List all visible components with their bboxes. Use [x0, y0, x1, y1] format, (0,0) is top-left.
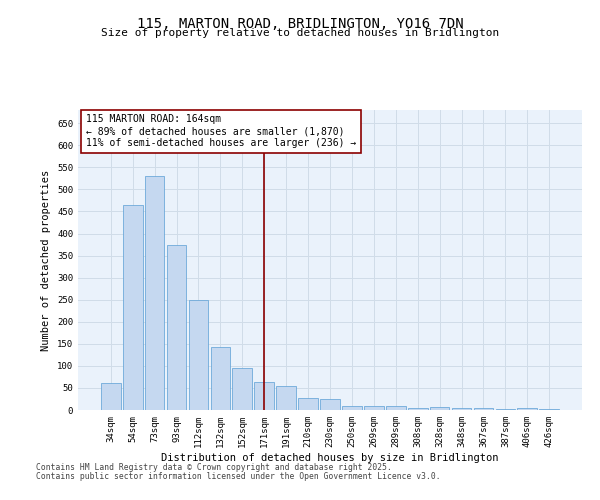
- Bar: [211, 348, 230, 410]
- Y-axis label: Number of detached properties: Number of detached properties: [41, 170, 52, 350]
- Bar: [364, 406, 384, 410]
- Bar: [188, 300, 208, 410]
- Bar: [276, 386, 296, 410]
- Bar: [101, 382, 121, 410]
- Text: 115, MARTON ROAD, BRIDLINGTON, YO16 7DN: 115, MARTON ROAD, BRIDLINGTON, YO16 7DN: [137, 18, 463, 32]
- X-axis label: Distribution of detached houses by size in Bridlington: Distribution of detached houses by size …: [161, 452, 499, 462]
- Bar: [342, 406, 362, 410]
- Bar: [517, 408, 537, 410]
- Bar: [473, 408, 493, 410]
- Bar: [254, 382, 274, 410]
- Bar: [123, 205, 143, 410]
- Bar: [452, 408, 472, 410]
- Bar: [232, 368, 252, 410]
- Bar: [167, 246, 187, 410]
- Bar: [320, 398, 340, 410]
- Bar: [298, 398, 318, 410]
- Text: 115 MARTON ROAD: 164sqm
← 89% of detached houses are smaller (1,870)
11% of semi: 115 MARTON ROAD: 164sqm ← 89% of detache…: [86, 114, 356, 148]
- Bar: [539, 409, 559, 410]
- Bar: [145, 176, 164, 410]
- Bar: [496, 408, 515, 410]
- Text: Contains public sector information licensed under the Open Government Licence v3: Contains public sector information licen…: [36, 472, 440, 481]
- Text: Contains HM Land Registry data © Crown copyright and database right 2025.: Contains HM Land Registry data © Crown c…: [36, 464, 392, 472]
- Bar: [408, 408, 428, 410]
- Text: Size of property relative to detached houses in Bridlington: Size of property relative to detached ho…: [101, 28, 499, 38]
- Bar: [430, 407, 449, 410]
- Bar: [386, 406, 406, 410]
